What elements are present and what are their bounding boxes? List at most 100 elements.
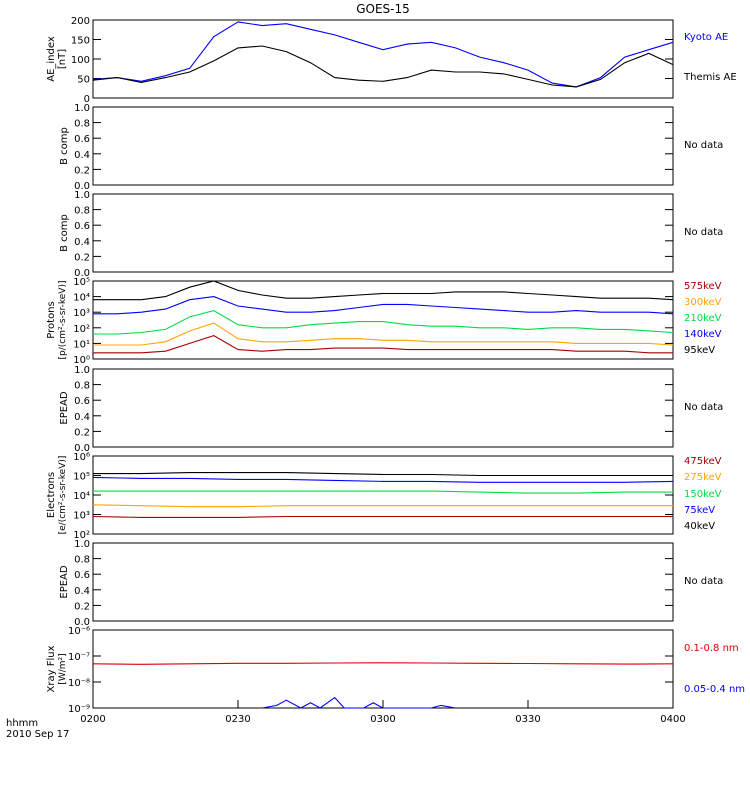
epead1-ytick-label: 0.2 — [74, 427, 90, 438]
ae-series — [92, 21, 674, 88]
bcomp1-panel: B comp 0.0 0.2 0.4 0.6 0.8 1.0 No data — [59, 103, 723, 192]
ae-series-kyoto-ae — [92, 21, 674, 88]
epead1-nodata: No data — [684, 402, 723, 413]
epead1-ytick-label: 0.6 — [74, 396, 90, 407]
ae-series-themis-ae — [92, 45, 674, 88]
bcomp1-ytick-label: 0.8 — [74, 119, 90, 130]
bcomp2-nodata: No data — [684, 227, 723, 238]
protons-ylabel: Protons — [46, 301, 57, 338]
bcomp1-ytick-label: 0.6 — [74, 134, 90, 145]
electrons-frame — [92, 455, 674, 535]
epead2-ytick-label: 0.4 — [74, 586, 90, 597]
legend-150kev: 150keV — [684, 489, 722, 500]
bcomp1-ylabel: B comp — [59, 127, 70, 165]
epead1-ytick-label: 0.4 — [74, 412, 90, 423]
ae-yunit: [nT] — [57, 49, 68, 69]
xray-yunit: [W/m²] — [58, 653, 68, 684]
xray-frame — [92, 629, 674, 709]
bcomp2-ytick-label: 0.0 — [74, 268, 90, 279]
legend-xray-long: 0.1-0.8 nm — [684, 643, 739, 654]
ae-ytick-label: 0 — [84, 94, 90, 105]
protons-frame — [92, 280, 674, 360]
xray-panel: Xray Flux [W/m²] 10⁻⁹ 10⁻⁸ 10⁻⁷ 10⁻⁶ 0.1-0.… — [46, 626, 745, 715]
electrons-series-150kev — [93, 490, 673, 494]
epead1-panel: EPEAD 0.0 0.2 0.4 0.6 0.8 1.0 No data — [59, 365, 723, 454]
bcomp2-ytick-label: 0.8 — [74, 206, 90, 217]
bcomp1-ytick-label: 1.0 — [74, 103, 90, 114]
protons-series — [93, 280, 674, 354]
electrons-yticks: 10² 10³ 10⁴ 10⁵ 10⁶ — [73, 452, 673, 541]
epead1-frame — [92, 368, 674, 448]
electrons-series-75kev — [92, 476, 674, 483]
bcomp1-frame — [92, 106, 674, 186]
bcomp2-ylabel: B comp — [59, 214, 70, 252]
protons-series-575kev — [93, 335, 673, 354]
legend-210kev: 210keV — [684, 313, 722, 324]
xray-series-0-05-0-4-nm — [262, 696, 456, 709]
x-tick-label: 0330 — [515, 714, 540, 725]
epead2-ytick-label: 0.6 — [74, 570, 90, 581]
x-axis-ticks: 0200 0230 0300 0330 0400 — [80, 700, 686, 725]
ae-ytick-label: 150 — [71, 36, 90, 47]
electrons-ytick-label: 10⁶ — [73, 452, 90, 463]
protons-ytick-label: 10¹ — [73, 339, 90, 350]
electrons-ytick-label: 10³ — [73, 511, 90, 522]
legend-xray-short: 0.05-0.4 nm — [684, 684, 745, 695]
legend-140kev: 140keV — [684, 329, 722, 340]
protons-series-210kev — [93, 310, 674, 335]
xray-ylabel: Xray Flux — [46, 645, 57, 692]
xray-ytick-label: 10⁻⁶ — [68, 626, 90, 637]
x-tick-label: 0200 — [80, 714, 105, 725]
ae-ylabel: AE_index — [46, 36, 57, 82]
bcomp2-ytick-label: 0.4 — [74, 237, 90, 248]
protons-series-95kev — [93, 280, 674, 301]
legend-95kev: 95keV — [684, 345, 715, 356]
protons-series-140kev — [93, 296, 674, 315]
chart-title: GOES-15 — [356, 2, 410, 16]
legend-475kev: 475keV — [684, 456, 722, 467]
ae-ytick-label: 50 — [77, 75, 90, 86]
electrons-yunit: [e/(cm²-s-sr-keV)] — [58, 456, 68, 535]
epead2-panel: EPEAD 0.0 0.2 0.4 0.6 0.8 1.0 No data — [59, 539, 723, 628]
epead1-yticks: 0.0 0.2 0.4 0.6 0.8 1.0 — [74, 365, 673, 454]
protons-ytick-label: 10⁰ — [73, 355, 90, 366]
epead2-nodata: No data — [684, 576, 723, 587]
epead2-ylabel: EPEAD — [59, 565, 70, 599]
xray-ytick-label: 10⁻⁷ — [68, 652, 90, 663]
ae-panel: AE_index [nT] 0 50 100 150 200 Kyoto AE Them… — [46, 16, 737, 105]
xray-ytick-label: 10⁻⁹ — [68, 704, 90, 715]
x-tick-label: 0300 — [370, 714, 395, 725]
epead1-ytick-label: 1.0 — [74, 365, 90, 376]
bcomp2-panel: B comp 0.0 0.2 0.4 0.6 0.8 1.0 No data — [59, 190, 723, 279]
electrons-ytick-label: 10⁵ — [73, 472, 90, 483]
epead1-ylabel: EPEAD — [59, 391, 70, 425]
legend-300kev: 300keV — [684, 297, 722, 308]
legend-275kev: 275keV — [684, 472, 722, 483]
protons-ytick-label: 10⁵ — [73, 277, 90, 288]
protons-yunit: [p/(cm²-s-sr-keV)] — [58, 281, 68, 360]
legend-75kev: 75keV — [684, 505, 715, 516]
epead1-ytick-label: 0.0 — [74, 443, 90, 454]
ae-ytick-label: 200 — [71, 16, 90, 27]
x-tick-label: 0400 — [660, 714, 685, 725]
electrons-ytick-label: 10⁴ — [73, 491, 90, 502]
epead2-ytick-label: 0.8 — [74, 555, 90, 566]
epead1-ytick-label: 0.8 — [74, 381, 90, 392]
legend-kyoto-ae: Kyoto AE — [684, 32, 728, 43]
protons-ytick-label: 10² — [73, 324, 90, 335]
bcomp2-ytick-label: 0.2 — [74, 252, 90, 263]
epead2-yticks: 0.0 0.2 0.4 0.6 0.8 1.0 — [74, 539, 673, 628]
xray-series — [92, 662, 674, 709]
electrons-ylabel: Electrons — [46, 472, 57, 518]
bcomp2-ytick-label: 0.6 — [74, 221, 90, 232]
protons-yticks: 10⁰ 10¹ 10² 10³ 10⁴ 10⁵ — [73, 277, 673, 366]
ae-ytick-label: 100 — [71, 55, 90, 66]
protons-ytick-label: 10³ — [73, 308, 90, 319]
electrons-series-475kev — [92, 515, 673, 518]
bcomp1-ytick-label: 0.0 — [74, 181, 90, 192]
bcomp2-yticks: 0.0 0.2 0.4 0.6 0.8 1.0 — [74, 190, 673, 279]
ae-yticks: 0 50 100 150 200 — [71, 16, 673, 105]
bcomp1-nodata: No data — [684, 140, 723, 151]
epead2-frame — [92, 542, 674, 622]
